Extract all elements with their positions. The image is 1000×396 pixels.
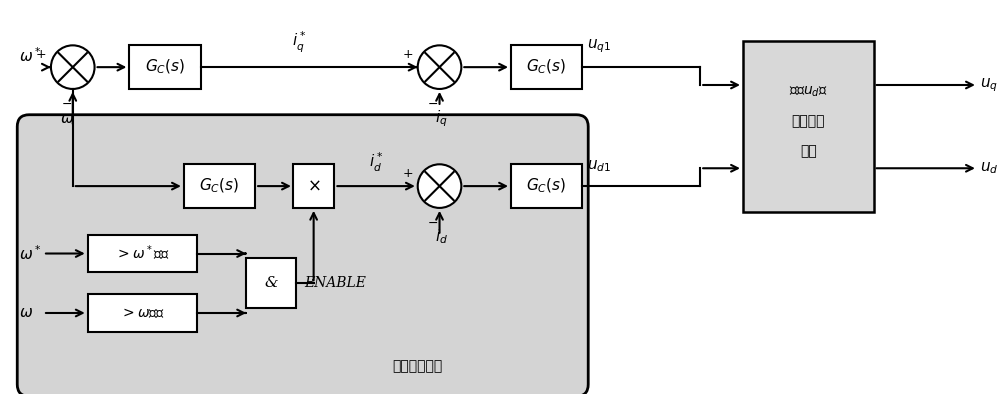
Text: $\omega^*$: $\omega^*$ xyxy=(19,46,42,65)
Text: 保留$u_d$的: 保留$u_d$的 xyxy=(789,85,828,99)
Text: $\omega$: $\omega$ xyxy=(60,111,74,126)
Text: $G_C(s)$: $G_C(s)$ xyxy=(526,177,567,195)
Bar xyxy=(246,259,296,308)
Bar xyxy=(743,41,874,212)
Text: $u_{q1}$: $u_{q1}$ xyxy=(587,38,611,55)
Text: $>\omega^*$限值: $>\omega^*$限值 xyxy=(115,244,169,263)
Text: &: & xyxy=(264,276,278,290)
Bar xyxy=(511,164,582,208)
Text: $>\omega$限值: $>\omega$限值 xyxy=(120,306,165,320)
Text: $-$: $-$ xyxy=(427,216,439,229)
Text: 弱磁使能逻辑: 弱磁使能逻辑 xyxy=(393,360,443,373)
Text: $G_C(s)$: $G_C(s)$ xyxy=(199,177,240,195)
Text: 合成电压: 合成电压 xyxy=(792,115,825,129)
Text: +: + xyxy=(402,167,413,179)
Text: $u_{d1}$: $u_{d1}$ xyxy=(587,158,611,174)
Text: +: + xyxy=(35,48,46,61)
Text: $u_d$: $u_d$ xyxy=(980,160,998,176)
Circle shape xyxy=(418,164,461,208)
Bar xyxy=(88,235,197,272)
Text: ENABLE: ENABLE xyxy=(304,276,366,290)
Bar xyxy=(129,46,201,89)
Text: $\omega^*$: $\omega^*$ xyxy=(19,244,42,263)
Text: $\omega$: $\omega$ xyxy=(19,305,33,320)
Circle shape xyxy=(418,46,461,89)
Bar xyxy=(184,164,255,208)
Bar xyxy=(88,294,197,332)
Text: $G_C(s)$: $G_C(s)$ xyxy=(526,58,567,76)
Text: $i_q^*$: $i_q^*$ xyxy=(292,30,307,55)
Text: $i_d^*$: $i_d^*$ xyxy=(369,151,383,174)
Text: $-$: $-$ xyxy=(61,97,72,110)
Text: +: + xyxy=(402,48,413,61)
Text: $G_C(s)$: $G_C(s)$ xyxy=(145,58,185,76)
FancyBboxPatch shape xyxy=(17,115,588,396)
Text: $\times$: $\times$ xyxy=(307,177,320,194)
Text: 限幅: 限幅 xyxy=(800,145,817,158)
Bar xyxy=(293,164,334,208)
Text: $-$: $-$ xyxy=(427,97,439,110)
Circle shape xyxy=(51,46,95,89)
Text: $u_q$: $u_q$ xyxy=(980,76,998,94)
Text: $i_q$: $i_q$ xyxy=(435,109,448,129)
Text: $i_d$: $i_d$ xyxy=(435,228,448,246)
Bar xyxy=(511,46,582,89)
